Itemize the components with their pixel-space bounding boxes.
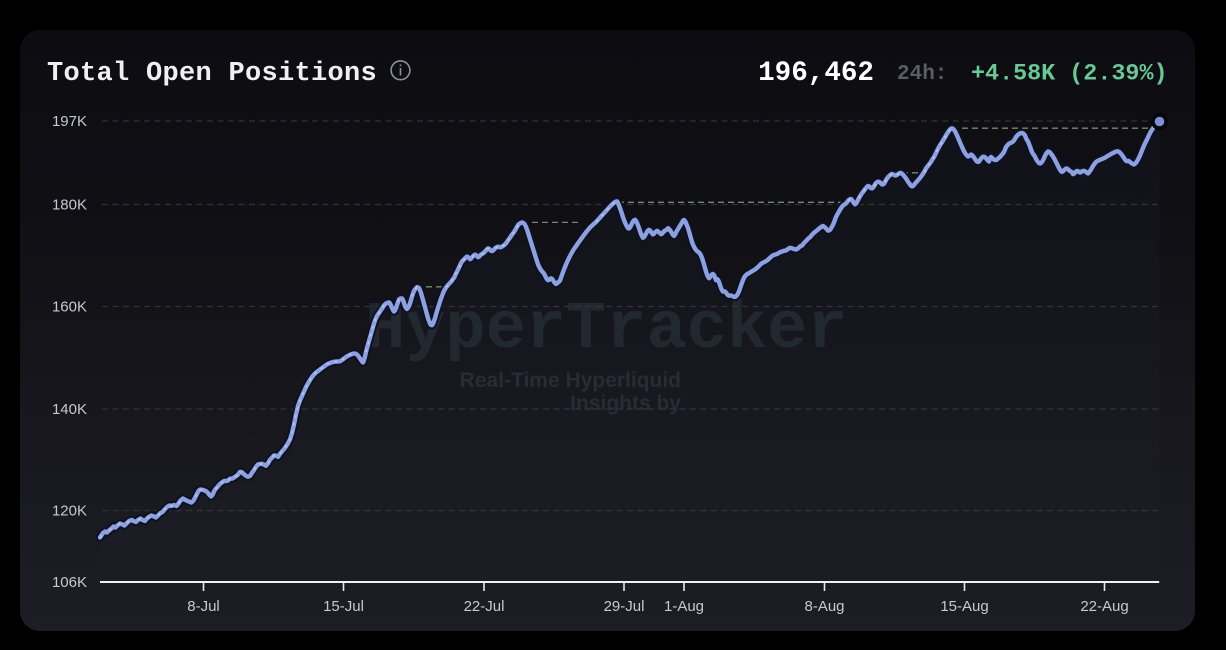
svg-text:120K: 120K (52, 503, 87, 520)
svg-text:24h:: 24h: (897, 63, 947, 86)
svg-text:1-Aug: 1-Aug (664, 598, 704, 615)
svg-text:160K: 160K (52, 299, 87, 316)
svg-text:Total Open Positions: Total Open Positions (47, 59, 377, 89)
svg-text:22-Aug: 22-Aug (1080, 598, 1128, 615)
svg-text:197K: 197K (52, 113, 87, 130)
svg-text:106K: 106K (52, 574, 87, 591)
svg-text:8-Aug: 8-Aug (804, 598, 844, 615)
svg-text:196,462: 196,462 (758, 58, 874, 89)
svg-text:8-Jul: 8-Jul (187, 598, 220, 615)
svg-text:22-Jul: 22-Jul (464, 598, 505, 615)
svg-text:29-Jul: 29-Jul (604, 598, 645, 615)
svg-text:140K: 140K (52, 401, 87, 418)
svg-text:+4.58K (2.39%): +4.58K (2.39%) (971, 62, 1168, 88)
svg-text:180K: 180K (52, 197, 87, 214)
svg-text:15-Aug: 15-Aug (940, 598, 988, 615)
svg-text:15-Jul: 15-Jul (323, 598, 364, 615)
